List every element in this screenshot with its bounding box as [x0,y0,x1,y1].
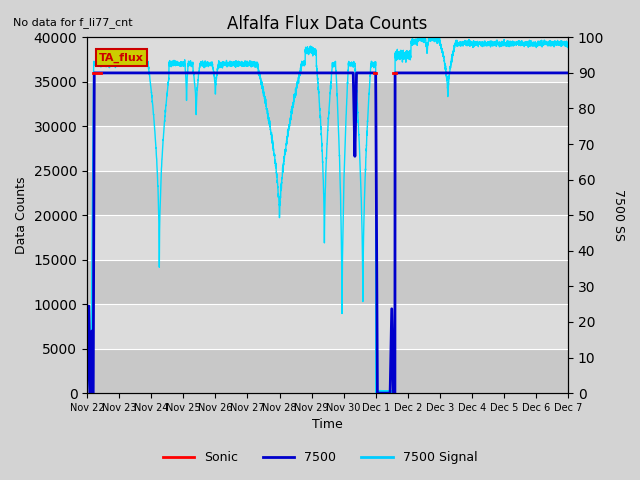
Legend: Sonic, 7500, 7500 Signal: Sonic, 7500, 7500 Signal [158,446,482,469]
Bar [87,171,568,215]
Title: Alfalfa Flux Data Counts: Alfalfa Flux Data Counts [227,15,428,33]
Bar [87,82,568,126]
Y-axis label: 7500 SS: 7500 SS [612,189,625,241]
Text: No data for f_li77_cnt: No data for f_li77_cnt [13,17,132,28]
Y-axis label: Data Counts: Data Counts [15,177,28,254]
Text: TA_flux: TA_flux [99,52,144,63]
X-axis label: Time: Time [312,419,343,432]
Bar [87,348,568,393]
Bar [87,260,568,304]
